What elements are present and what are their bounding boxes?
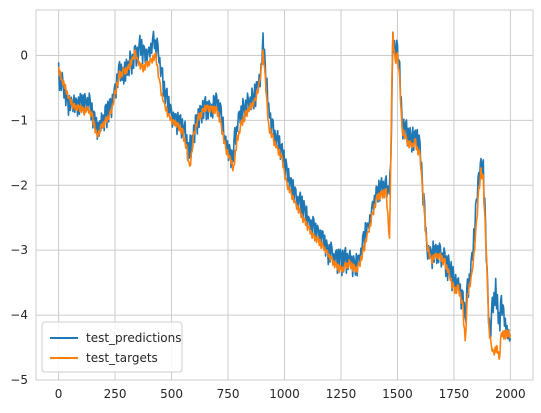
x-tick-label: 250 [104,387,127,401]
y-tick-label: −1 [10,113,28,127]
legend-label-test-predictions: test_predictions [86,331,182,345]
y-tick-label: −4 [10,308,28,322]
y-tick-label: −2 [10,178,28,192]
legend-box [41,321,183,373]
x-tick-label: 500 [160,387,183,401]
x-tick-label: 1500 [382,387,413,401]
x-tick-label: 0 [55,387,63,401]
grid [36,10,533,381]
y-tick-label: 0 [20,48,28,62]
x-tick-label: 2000 [495,387,526,401]
legend-label-test-targets: test_targets [86,351,158,365]
x-tick-label: 1750 [439,387,470,401]
y-tick-label: −3 [10,243,28,257]
legend: test_predictions test_targets [41,321,183,373]
x-tick-label: 1250 [326,387,357,401]
x-tick-label: 1000 [269,387,300,401]
series-line-test-targets [57,31,512,360]
x-tick-labels: 0 250 500 750 1000 1250 1500 1750 2000 [55,387,526,401]
y-tick-label: −5 [10,373,28,387]
series-layer [57,30,512,360]
x-tick-label: 750 [217,387,240,401]
y-tick-labels: 0 −1 −2 −3 −4 −5 [10,48,28,387]
